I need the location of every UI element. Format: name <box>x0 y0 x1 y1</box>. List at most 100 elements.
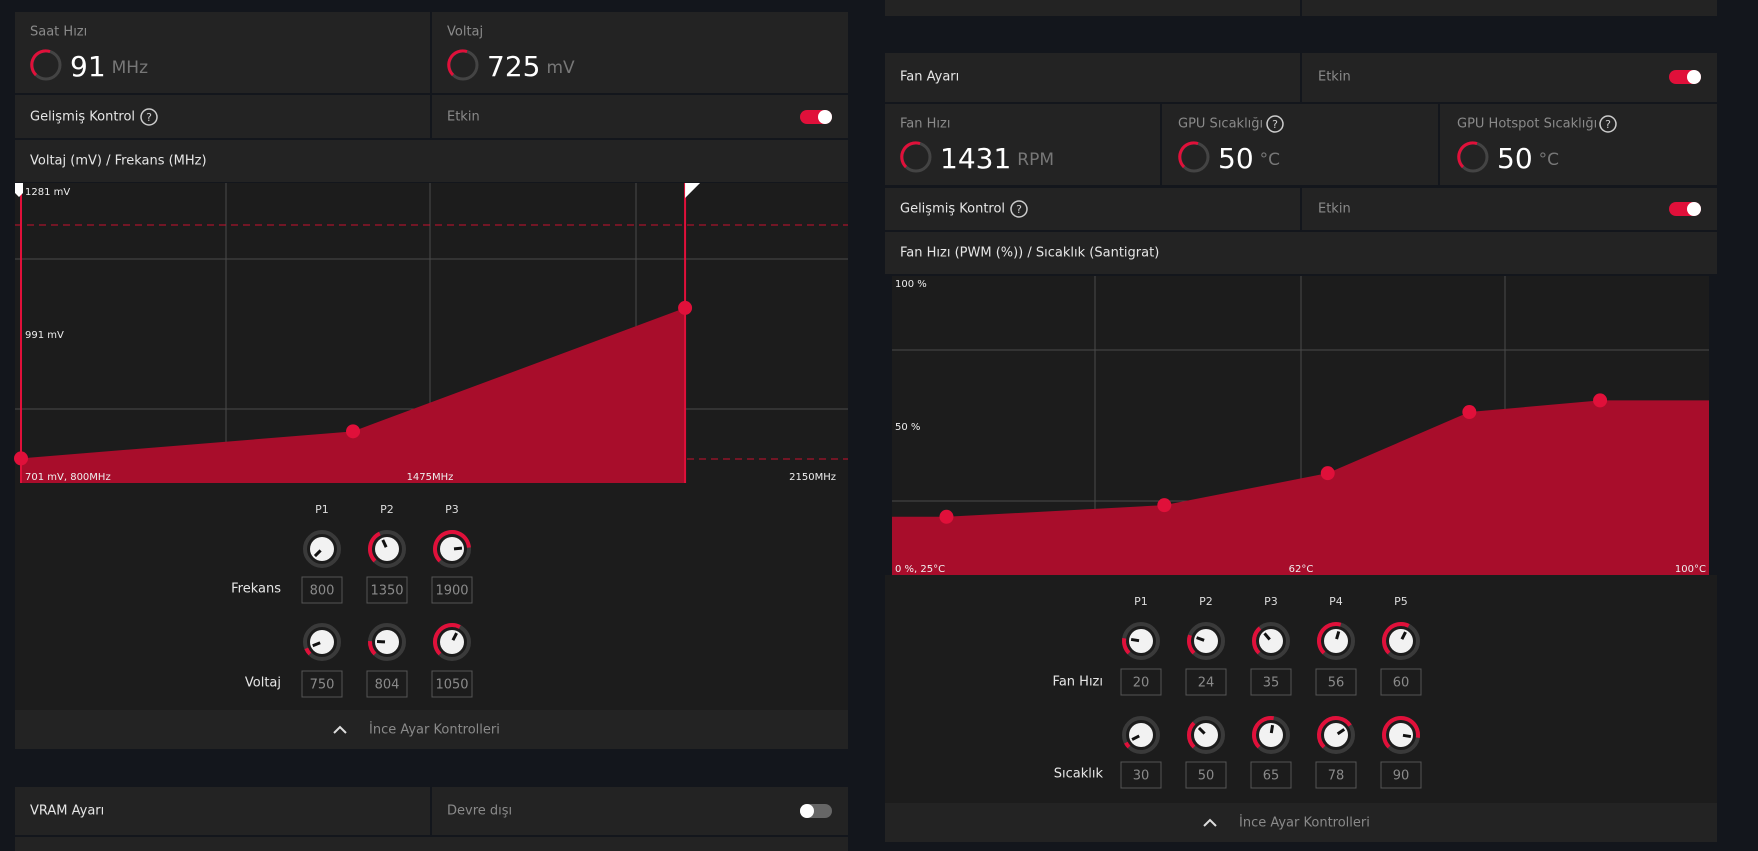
value-unit: °C <box>1260 150 1280 170</box>
value-box[interactable] <box>301 670 343 698</box>
help-mark: ? <box>1272 118 1278 131</box>
value-box[interactable] <box>1185 761 1227 789</box>
curve-point[interactable] <box>1462 405 1477 420</box>
knob[interactable] <box>1252 622 1290 660</box>
knob[interactable] <box>368 623 406 661</box>
knob-face <box>1324 723 1348 747</box>
toggle[interactable] <box>1669 70 1701 84</box>
toggle[interactable] <box>800 110 832 124</box>
label: P3 <box>1264 595 1278 608</box>
value-box[interactable] <box>1250 668 1292 696</box>
knob[interactable] <box>303 530 341 568</box>
tuning-bar[interactable]: İnce Ayar Kontrolleri <box>885 803 1717 842</box>
flag <box>15 183 23 197</box>
knob-face <box>1129 723 1153 747</box>
value-box[interactable] <box>1120 668 1162 696</box>
knob-pointer <box>1336 728 1346 736</box>
knob-face <box>1194 723 1218 747</box>
label: P2 <box>380 503 394 516</box>
knob[interactable] <box>433 530 471 568</box>
label: Devre dışı <box>447 804 512 819</box>
value-box[interactable] <box>1120 761 1162 789</box>
value-box[interactable] <box>1315 668 1357 696</box>
label: Voltaj (mV) / Frekans (MHz) <box>30 154 207 169</box>
knob-face <box>1259 723 1283 747</box>
value-box[interactable] <box>431 670 473 698</box>
curve-point[interactable] <box>939 509 954 524</box>
knob[interactable] <box>1252 716 1290 754</box>
knob-face <box>1389 723 1413 747</box>
value-box[interactable] <box>1380 668 1422 696</box>
value-box[interactable] <box>1380 761 1422 789</box>
label: Fan Hızı <box>900 117 950 132</box>
card <box>1440 104 1717 185</box>
toggle[interactable] <box>800 804 832 818</box>
value-box[interactable] <box>366 576 408 604</box>
card <box>1162 104 1438 185</box>
label: P5 <box>1394 595 1408 608</box>
knob-pointer <box>1402 733 1412 739</box>
value-number: 91 <box>70 50 106 83</box>
value-box[interactable] <box>1250 761 1292 789</box>
knob[interactable] <box>303 623 341 661</box>
value-box[interactable] <box>301 576 343 604</box>
knob-face <box>1324 629 1348 653</box>
help-icon <box>140 108 158 126</box>
knob-pointer <box>1269 724 1275 734</box>
knob[interactable] <box>1317 622 1355 660</box>
knob[interactable] <box>1382 622 1420 660</box>
curve-point[interactable] <box>14 451 28 466</box>
value-box[interactable] <box>1315 761 1357 789</box>
knob[interactable] <box>1122 622 1160 660</box>
curve-point[interactable] <box>1593 393 1608 408</box>
knob[interactable] <box>1187 622 1225 660</box>
knob-arc <box>1187 634 1196 655</box>
label: 991 mV <box>25 330 64 341</box>
value-unit: °C <box>1539 150 1559 170</box>
knob-arc <box>433 530 471 563</box>
help-icon <box>1599 115 1617 133</box>
label: 800 <box>310 584 335 599</box>
knob-arc <box>1382 716 1420 749</box>
row <box>15 140 848 182</box>
label: 24 <box>1198 676 1215 691</box>
knob[interactable] <box>1382 716 1420 754</box>
value-box[interactable] <box>431 576 473 604</box>
curve-point[interactable] <box>346 424 361 439</box>
curve-point[interactable] <box>1320 466 1335 481</box>
curve-point[interactable] <box>678 300 693 315</box>
help-mark: ? <box>146 111 152 124</box>
row <box>1302 188 1717 230</box>
curve-point[interactable] <box>1157 498 1172 513</box>
label: 30 <box>1133 769 1150 784</box>
label: P2 <box>1199 595 1213 608</box>
knob-face <box>440 630 464 654</box>
tuning-bar[interactable]: İnce Ayar Kontrolleri <box>15 710 848 749</box>
knob-face <box>1129 629 1153 653</box>
curve-area <box>892 400 1709 575</box>
value-unit: mV <box>546 58 575 78</box>
knob-pointer <box>1400 631 1407 640</box>
label: Frekans <box>231 582 281 597</box>
card <box>885 104 1160 185</box>
row <box>15 95 430 138</box>
knob-pointer <box>1130 637 1140 643</box>
knob[interactable] <box>1317 716 1355 754</box>
value: 725 mV <box>487 50 575 83</box>
label: 750 <box>310 678 335 693</box>
value-box[interactable] <box>366 670 408 698</box>
gauge-arc <box>1178 141 1199 169</box>
knob-pointer <box>1263 632 1271 641</box>
knob[interactable] <box>1187 716 1225 754</box>
value-box[interactable] <box>1185 668 1227 696</box>
gauge-arc <box>1457 141 1478 169</box>
label: P1 <box>1134 595 1148 608</box>
knob-pointer <box>1196 636 1205 642</box>
toggle-knob <box>1687 70 1701 84</box>
knob[interactable] <box>1122 716 1160 754</box>
knob[interactable] <box>433 623 471 661</box>
row <box>885 53 1300 102</box>
toggle[interactable] <box>1669 202 1701 216</box>
toggle-knob <box>818 110 832 124</box>
knob[interactable] <box>368 530 406 568</box>
